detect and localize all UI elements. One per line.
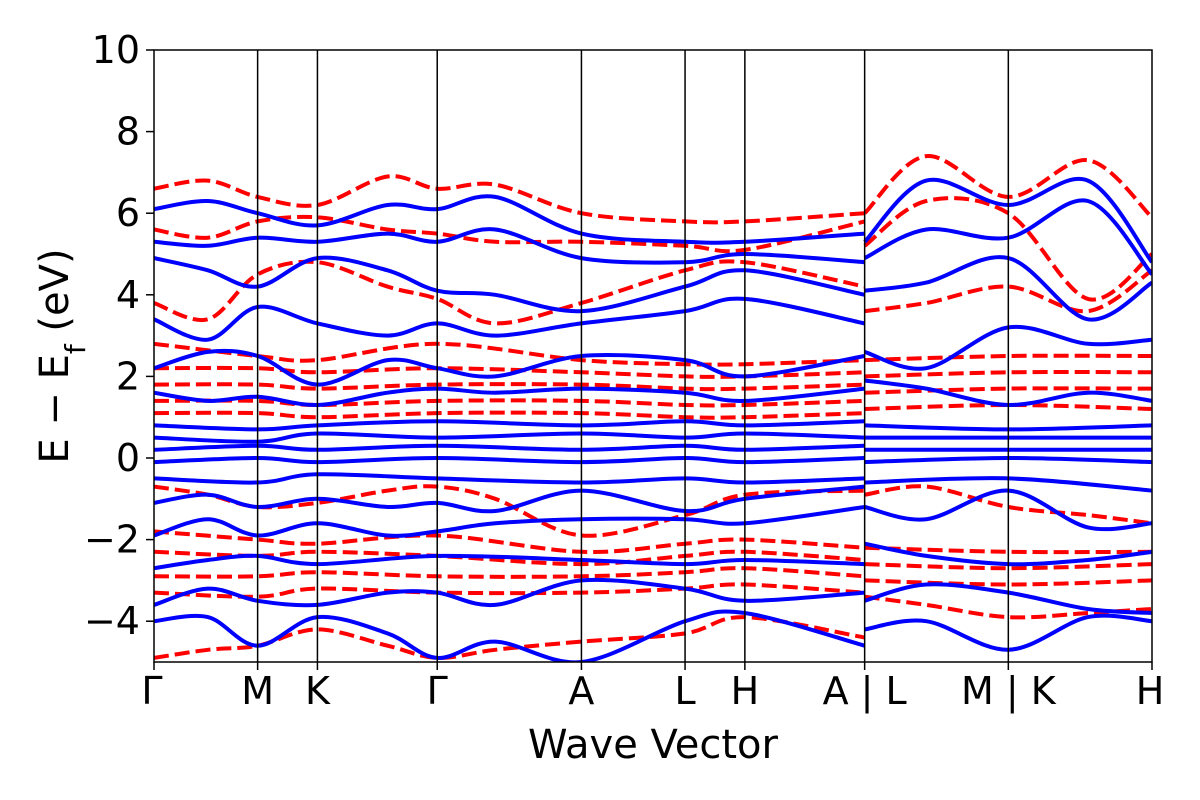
solid-band-line <box>154 431 865 444</box>
y-axis-title: E − Ef (eV) <box>32 248 92 463</box>
dashed-band-line <box>154 484 865 538</box>
dashed-band-line <box>864 594 1152 620</box>
y-tick-label: 4 <box>116 273 140 317</box>
solid-band-line <box>154 472 865 485</box>
y-tick-label: 2 <box>116 354 140 398</box>
solid-band-line <box>154 553 865 571</box>
dashed-band-line <box>154 174 865 225</box>
x-tick-label: Γ <box>427 669 448 713</box>
dashed-band-line <box>863 196 1152 302</box>
solid-band-line <box>154 227 865 265</box>
dashed-band-line <box>154 615 866 660</box>
x-tick-label: L <box>674 669 695 713</box>
solid-band-line <box>864 255 1152 322</box>
solid-band-series <box>154 176 1152 662</box>
x-tick-label: A | L <box>823 669 907 714</box>
k-path-separators <box>256 50 1010 662</box>
dashed-band-line <box>864 484 1152 526</box>
solid-band-line <box>154 484 865 514</box>
y-tick-label: −4 <box>84 599 140 643</box>
plot-frame <box>153 49 1153 663</box>
dashed-band-line <box>864 402 1152 411</box>
plot-area <box>154 154 1152 662</box>
dashed-band-line <box>154 382 865 392</box>
x-tick-label: H <box>731 669 760 713</box>
solid-band-line <box>154 443 865 452</box>
dashed-band-line <box>154 259 866 326</box>
solid-band-line <box>154 348 866 387</box>
dashed-band-line <box>864 386 1152 395</box>
y-tick-label: 0 <box>116 436 140 480</box>
dashed-band-line <box>154 529 865 554</box>
x-tick-label: M | K <box>961 669 1057 714</box>
solid-band-line <box>154 296 866 342</box>
dashed-band-line <box>864 369 1152 379</box>
y-tick-label: 6 <box>116 191 140 235</box>
y-tick-label: 10 <box>92 28 140 72</box>
y-tick-label: 8 <box>116 110 140 154</box>
dashed-band-line <box>864 268 1152 314</box>
dashed-band-line <box>154 214 866 254</box>
solid-band-line <box>154 455 865 465</box>
x-tick-label: H <box>1136 669 1165 713</box>
solid-band-line <box>154 386 865 408</box>
dashed-band-line <box>864 562 1152 571</box>
solid-band-line <box>154 194 865 245</box>
dashed-band-line <box>154 410 865 420</box>
solid-band-line <box>154 577 865 608</box>
y-axis-title-subscript: f <box>59 343 92 354</box>
x-tick-label: Γ <box>141 669 162 713</box>
dashed-band-line <box>154 398 865 408</box>
dashed-band-line <box>864 353 1152 363</box>
solid-band-line <box>154 609 866 662</box>
solid-band-line <box>154 505 865 538</box>
dashed-band-line <box>154 566 865 579</box>
dashed-band-line <box>154 365 865 379</box>
solid-band-line <box>154 255 866 314</box>
dashed-band-line <box>154 582 865 599</box>
y-axis: −4 −2 0 2 4 6 8 10 <box>84 28 154 643</box>
y-axis-title-main: E − E <box>32 354 78 464</box>
x-tick-label: K <box>305 669 331 713</box>
x-axis-title: Wave Vector <box>528 722 779 768</box>
solid-band-line <box>154 419 865 432</box>
y-axis-title-unit: (eV) <box>32 248 78 344</box>
dashed-band-line <box>154 341 865 367</box>
x-tick-label: M <box>241 669 274 713</box>
x-tick-label: A <box>568 669 594 713</box>
dashed-band-line <box>864 578 1152 587</box>
y-tick-label: −2 <box>84 518 140 562</box>
